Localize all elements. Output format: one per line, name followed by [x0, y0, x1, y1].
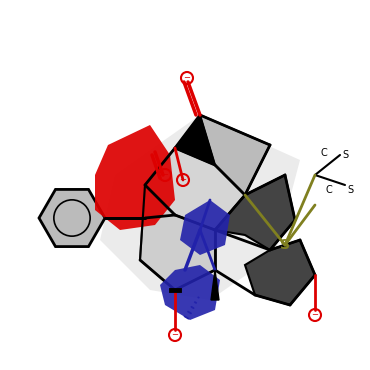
Text: S: S: [347, 185, 353, 195]
Text: C: C: [320, 148, 327, 158]
Polygon shape: [200, 115, 270, 195]
Polygon shape: [175, 115, 215, 165]
Text: −: −: [184, 74, 191, 83]
Polygon shape: [211, 270, 219, 300]
Text: S: S: [342, 150, 348, 160]
Text: −: −: [172, 330, 178, 340]
Text: −: −: [179, 175, 186, 185]
Polygon shape: [180, 200, 230, 255]
Polygon shape: [95, 125, 175, 230]
Text: −: −: [161, 171, 168, 179]
Polygon shape: [215, 175, 295, 250]
Text: C: C: [325, 185, 332, 195]
Text: S: S: [280, 238, 290, 252]
Text: −: −: [312, 310, 319, 320]
Polygon shape: [140, 185, 215, 290]
Polygon shape: [39, 189, 105, 246]
Polygon shape: [145, 148, 245, 230]
Polygon shape: [160, 265, 220, 320]
Polygon shape: [100, 115, 300, 300]
Polygon shape: [245, 240, 315, 305]
